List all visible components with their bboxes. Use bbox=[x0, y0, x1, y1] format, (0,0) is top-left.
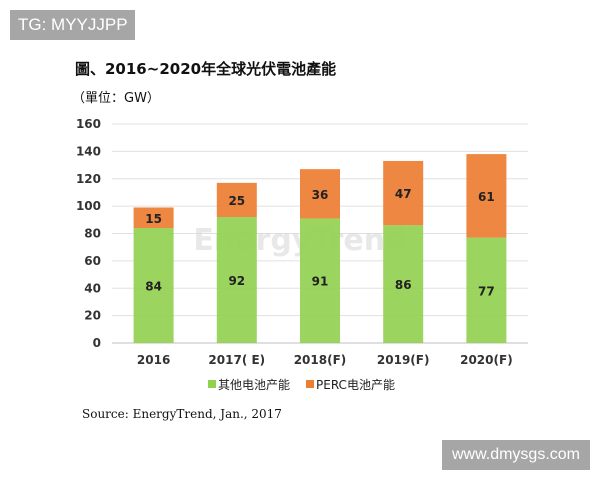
bar-segment bbox=[300, 218, 340, 343]
y-tick-label: 60 bbox=[84, 254, 101, 268]
data-label: 84 bbox=[145, 280, 162, 294]
legend-swatch bbox=[208, 380, 216, 388]
bar-segment bbox=[133, 207, 174, 229]
x-tick-label: 2016 bbox=[137, 353, 170, 367]
data-label: 92 bbox=[228, 274, 245, 288]
unit-label: （單位：GW） bbox=[72, 91, 160, 106]
y-tick-label: 40 bbox=[84, 281, 101, 295]
y-tick-label: 20 bbox=[84, 309, 101, 323]
x-tick-label: 2017( E) bbox=[208, 353, 265, 367]
x-tick-label: 2019(F) bbox=[377, 353, 430, 367]
bar-segment bbox=[300, 169, 340, 219]
bar-segment bbox=[216, 182, 257, 218]
data-label: 15 bbox=[145, 212, 162, 226]
bar-segment bbox=[466, 237, 507, 343]
data-label: 86 bbox=[395, 278, 412, 292]
bar-segment bbox=[383, 160, 424, 226]
legend-label: PERC电池产能 bbox=[316, 378, 395, 392]
bar-segment bbox=[466, 154, 507, 238]
legend-swatch bbox=[306, 380, 314, 388]
y-tick-label: 120 bbox=[76, 172, 101, 186]
x-tick-label: 2018(F) bbox=[294, 353, 347, 367]
data-label: 25 bbox=[228, 194, 245, 208]
data-label: 91 bbox=[312, 275, 329, 289]
data-label: 36 bbox=[312, 188, 329, 202]
data-label: 47 bbox=[395, 187, 412, 201]
y-tick-label: 160 bbox=[76, 117, 101, 131]
data-label: 61 bbox=[478, 190, 495, 204]
data-label: 77 bbox=[478, 284, 495, 298]
bar-segment bbox=[216, 217, 257, 343]
bar-segment bbox=[383, 225, 424, 343]
y-tick-label: 140 bbox=[76, 144, 101, 158]
watermark-top-left: TG: MYYJJPP bbox=[10, 10, 135, 40]
bar-segment bbox=[133, 228, 174, 343]
chart-title: 圖、2016~2020年全球光伏電池產能 bbox=[75, 60, 337, 78]
y-tick-label: 80 bbox=[84, 227, 101, 241]
y-tick-label: 100 bbox=[76, 199, 101, 213]
x-tick-label: 2020(F) bbox=[460, 353, 513, 367]
source-note: Source: EnergyTrend, Jan., 2017 bbox=[82, 407, 282, 421]
watermark-bottom-right: www.dmysgs.com bbox=[441, 440, 590, 470]
y-tick-label: 0 bbox=[93, 336, 101, 350]
legend-label: 其他电池产能 bbox=[218, 378, 290, 392]
